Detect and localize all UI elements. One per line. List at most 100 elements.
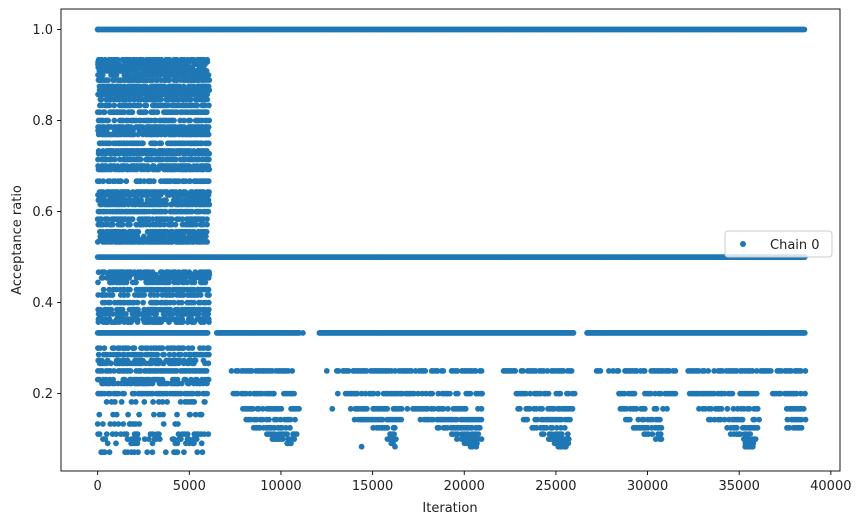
data-point [475, 431, 482, 437]
data-point [204, 91, 211, 98]
data-point [187, 178, 194, 185]
data-point [95, 279, 101, 286]
data-point [756, 416, 762, 423]
data-point [205, 274, 212, 281]
data-point [206, 117, 213, 124]
data-point [100, 286, 107, 293]
data-point [801, 26, 808, 33]
data-point [135, 306, 141, 313]
data-point [447, 390, 453, 397]
data-point [126, 192, 133, 198]
data-point [478, 436, 485, 442]
data-point [429, 390, 436, 397]
data-point [172, 221, 179, 228]
data-point [181, 117, 187, 124]
data-point [206, 87, 213, 94]
data-point [205, 311, 212, 317]
data-point [615, 368, 622, 374]
data-point [98, 96, 105, 103]
data-point [422, 368, 429, 374]
data-point [454, 390, 461, 397]
data-point [203, 368, 210, 374]
data-point [204, 96, 211, 103]
data-point [534, 416, 541, 423]
data-point [191, 279, 198, 286]
data-point [157, 192, 164, 198]
data-point [571, 390, 578, 397]
data-point [187, 117, 194, 124]
data-point [633, 368, 640, 374]
data-point [126, 286, 133, 293]
data-point [206, 77, 213, 83]
data-point [363, 368, 370, 374]
data-point [627, 416, 633, 423]
data-point [228, 368, 235, 374]
data-point [749, 368, 756, 374]
data-point [375, 390, 381, 397]
data-point [184, 279, 191, 286]
data-point [155, 166, 162, 173]
data-point [141, 72, 147, 78]
data-point [154, 292, 161, 298]
data-point [94, 239, 101, 245]
data-point [717, 416, 724, 423]
data-point [476, 424, 483, 431]
data-point [119, 221, 126, 228]
data-point [106, 102, 113, 109]
data-point [278, 405, 285, 412]
data-point [100, 178, 107, 185]
data-point [289, 368, 296, 374]
data-point [266, 416, 272, 423]
data-point [517, 405, 523, 412]
data-point [121, 390, 127, 397]
data-point [788, 368, 794, 374]
data-point [205, 208, 212, 215]
data-point [746, 405, 753, 412]
data-point [718, 405, 725, 412]
data-point [204, 330, 211, 336]
data-point [524, 416, 531, 423]
data-point [747, 431, 754, 437]
data-point [786, 424, 793, 431]
data-point [195, 390, 202, 397]
data-point [108, 306, 115, 313]
data-point [108, 166, 114, 173]
data-point [167, 306, 174, 313]
data-point [454, 368, 461, 374]
data-point [169, 239, 175, 245]
data-point [206, 150, 213, 157]
data-point [129, 109, 136, 116]
data-point [540, 431, 547, 437]
data-point [802, 390, 808, 397]
data-point [169, 292, 176, 298]
data-point [189, 390, 196, 397]
data-point [751, 416, 758, 423]
data-point [165, 102, 171, 109]
data-point [347, 405, 354, 412]
data-point [391, 424, 398, 431]
data-point [415, 390, 421, 397]
data-point [145, 192, 152, 198]
data-point [204, 390, 211, 397]
data-point [411, 390, 417, 397]
data-point [640, 416, 647, 423]
data-point [285, 368, 292, 374]
data-point [205, 72, 212, 78]
data-point [191, 299, 197, 306]
data-point [260, 405, 266, 412]
data-point [166, 77, 173, 83]
data-point [188, 96, 194, 103]
data-point [180, 292, 187, 298]
data-point [354, 390, 361, 397]
data-point [478, 416, 485, 423]
data-point [753, 368, 760, 374]
data-point [101, 109, 108, 116]
data-point [797, 390, 804, 397]
data-point [149, 274, 156, 281]
data-point [560, 368, 567, 374]
data-point [754, 405, 761, 412]
data-point [111, 102, 118, 109]
data-point [473, 443, 480, 450]
data-point [203, 109, 210, 116]
data-point [137, 102, 143, 109]
